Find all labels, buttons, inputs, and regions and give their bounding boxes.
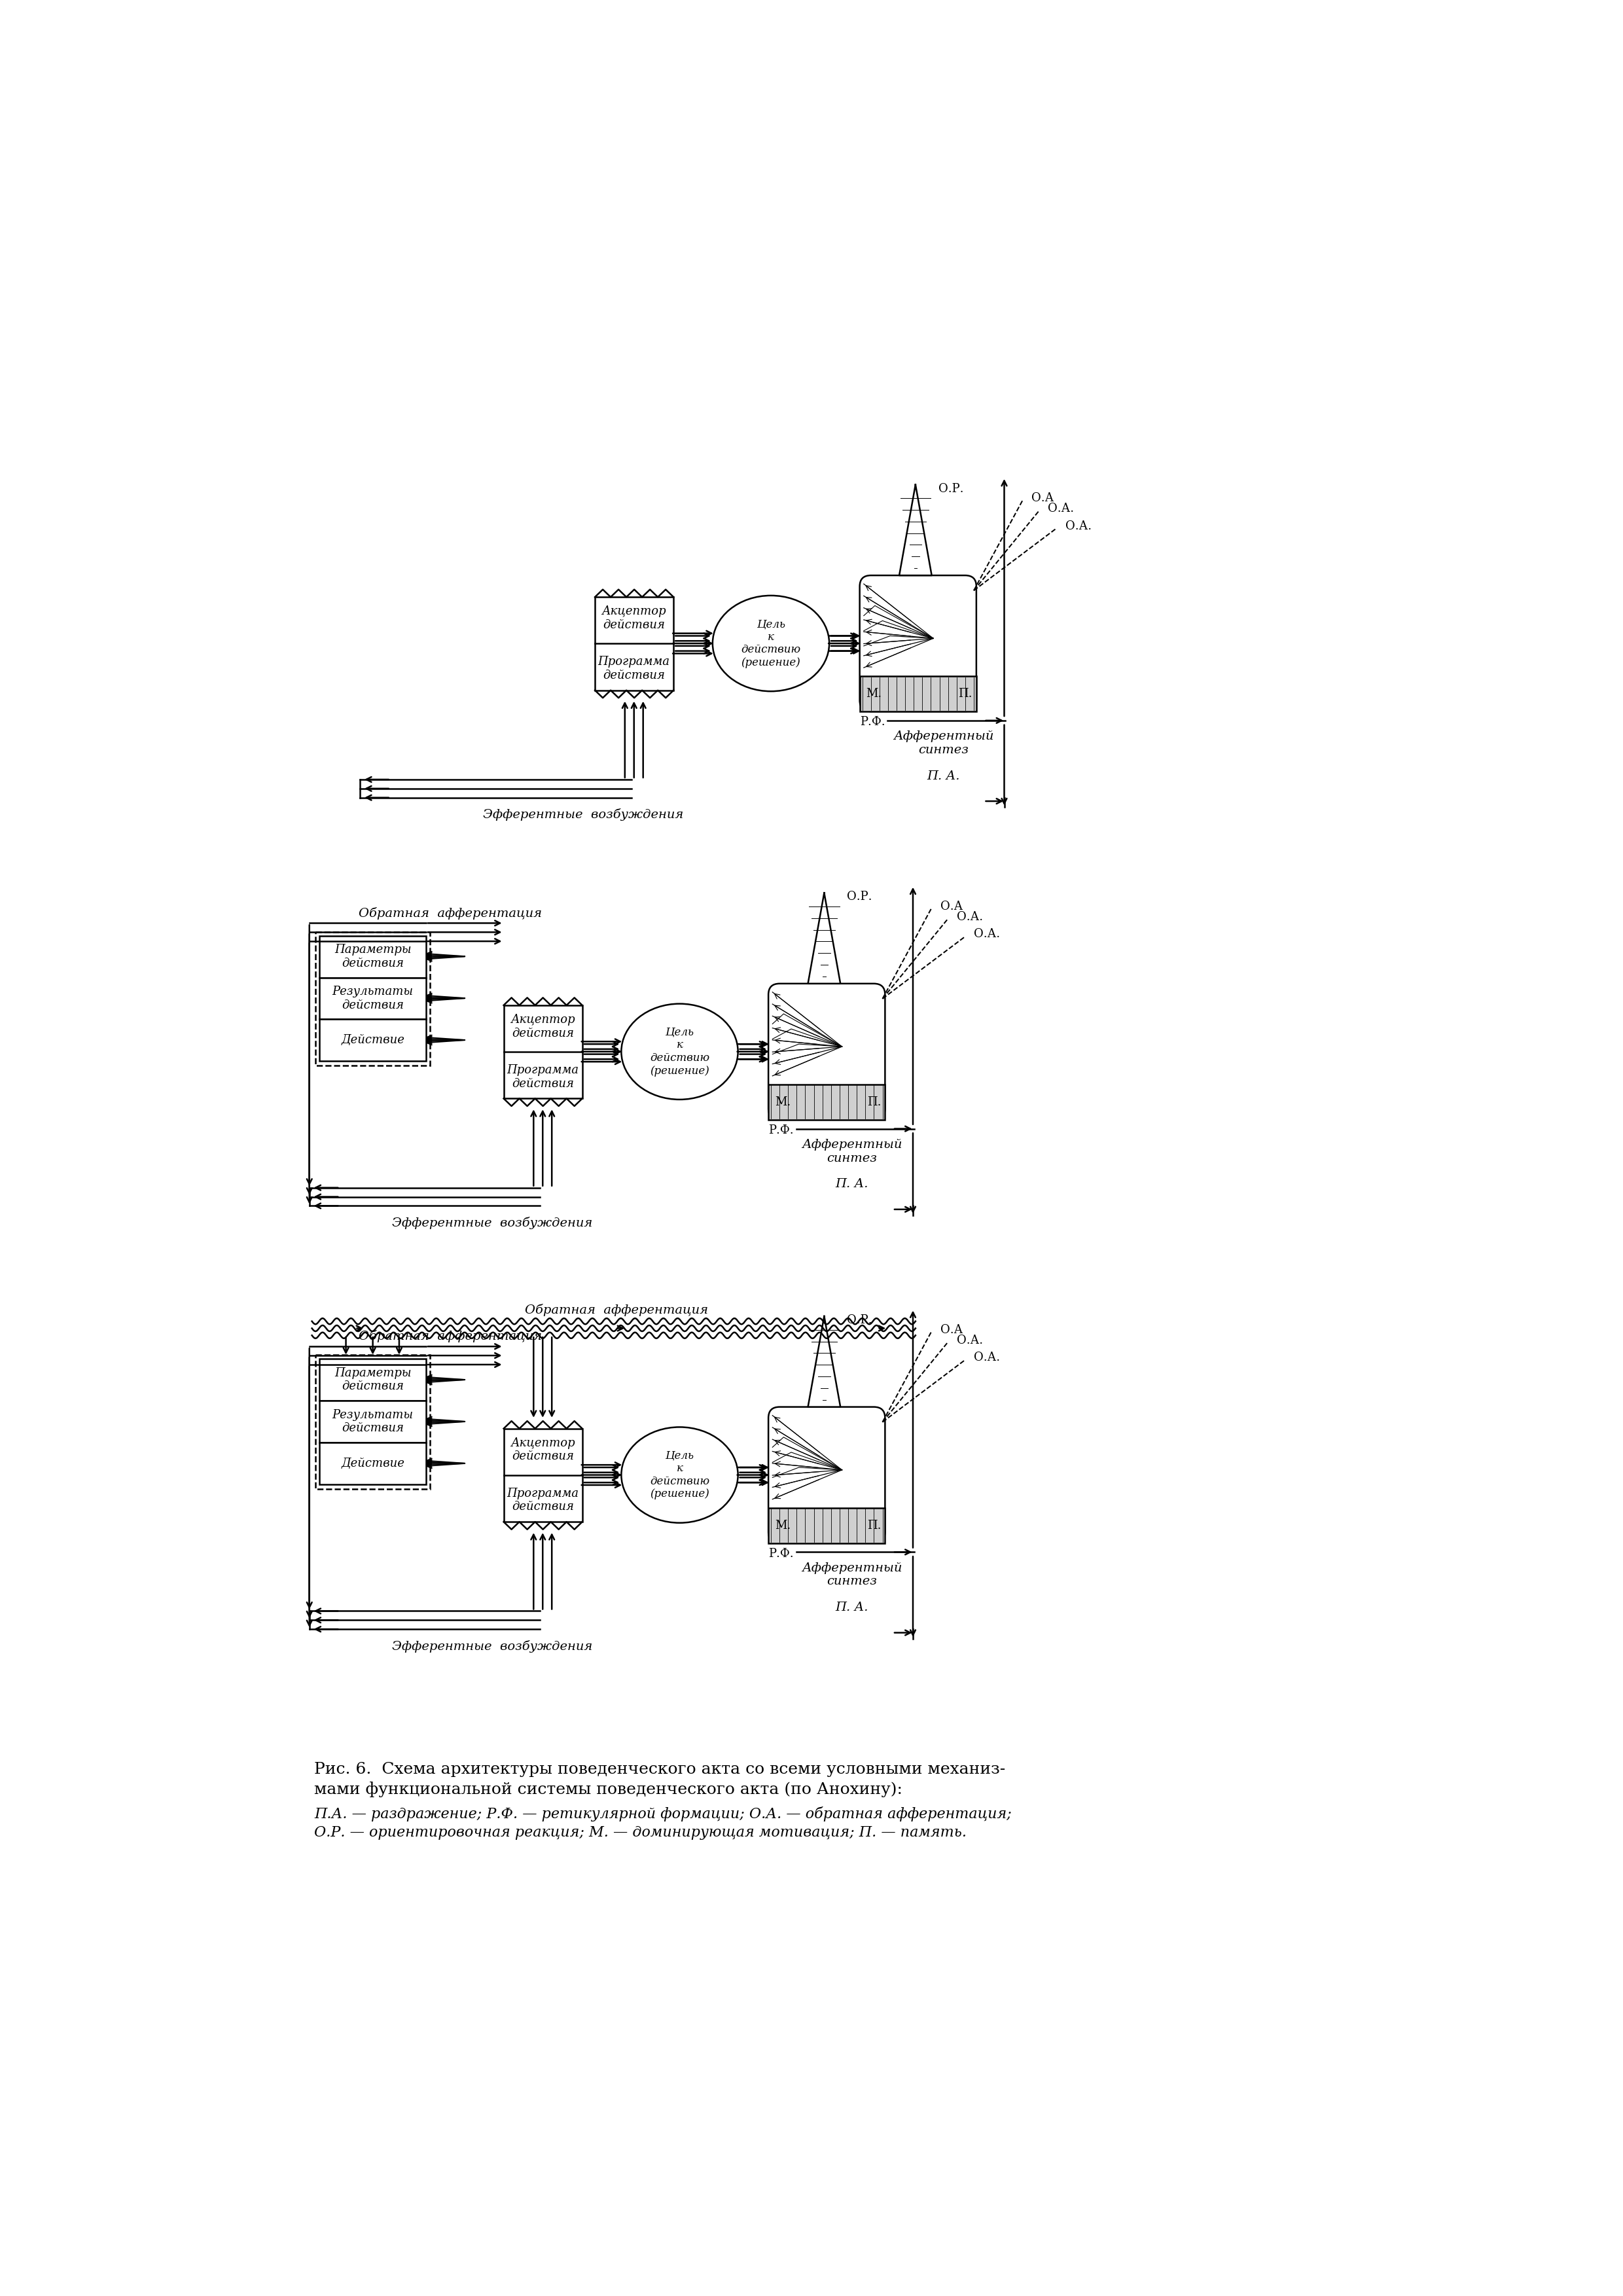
- Text: П.: П.: [867, 1095, 881, 1109]
- Text: П. А.: П. А.: [836, 1178, 868, 1189]
- Text: О.А.: О.А.: [956, 1334, 984, 1345]
- Text: Эфферентные  возбуждения: Эфферентные возбуждения: [391, 1217, 592, 1228]
- Text: П. А.: П. А.: [836, 1603, 868, 1614]
- FancyBboxPatch shape: [860, 576, 977, 712]
- Text: О.А.: О.А.: [1048, 503, 1074, 514]
- Text: Эфферентные  возбуждения: Эфферентные возбуждения: [391, 1639, 592, 1653]
- Bar: [320, 1442, 425, 1486]
- Text: Действие: Действие: [341, 1033, 404, 1047]
- Polygon shape: [808, 893, 841, 983]
- Text: О.Р. — ориентировочная реакция; М. — доминирующая мотивация; П. — память.: О.Р. — ориентировочная реакция; М. — дом…: [315, 1825, 967, 1839]
- Bar: [768, 1508, 885, 1543]
- Ellipse shape: [622, 1428, 738, 1522]
- Ellipse shape: [712, 595, 829, 691]
- Text: О.А.: О.А.: [1065, 519, 1092, 533]
- Text: Афферентный
синтез: Афферентный синтез: [893, 730, 993, 755]
- Text: Рис. 6.  Схема архитектуры поведенческого акта со всеми условными механиз-: Рис. 6. Схема архитектуры поведенческого…: [315, 1763, 1006, 1777]
- Polygon shape: [899, 484, 932, 576]
- Text: Р.Ф.: Р.Ф.: [768, 1548, 794, 1559]
- Text: Афферентный
синтез: Афферентный синтез: [802, 1139, 902, 1164]
- Text: П.А. — раздражение; Р.Ф. — ретикулярной формации; О.А. — обратная афферентация;: П.А. — раздражение; Р.Ф. — ретикулярной …: [315, 1807, 1011, 1821]
- Text: Результаты
действия: Результаты действия: [333, 1410, 414, 1435]
- Text: О.А: О.А: [940, 900, 962, 912]
- Ellipse shape: [622, 1003, 738, 1100]
- Text: Обратная  афферентация: Обратная афферентация: [524, 1304, 708, 1316]
- Text: Афферентный
синтез: Афферентный синтез: [802, 1561, 902, 1587]
- Bar: [768, 1084, 885, 1120]
- Text: Обратная  афферентация: Обратная афферентация: [359, 1329, 542, 1343]
- Text: Р.Ф.: Р.Ф.: [860, 716, 885, 728]
- Text: Результаты
действия: Результаты действия: [333, 985, 414, 1010]
- Text: Действие: Действие: [341, 1458, 404, 1469]
- FancyBboxPatch shape: [768, 983, 885, 1120]
- Bar: [320, 1019, 425, 1061]
- Text: Эфферентные  возбуждения: Эфферентные возбуждения: [484, 808, 683, 822]
- Text: М.: М.: [774, 1095, 790, 1109]
- Text: Акцептор
действия: Акцептор действия: [602, 606, 667, 631]
- Text: Программа
действия: Программа действия: [506, 1488, 579, 1513]
- Text: О.А: О.А: [1032, 491, 1053, 505]
- Text: Цель
к
действию
(решение): Цель к действию (решение): [649, 1026, 709, 1077]
- Text: О.Р.: О.Р.: [847, 891, 872, 902]
- Text: Акцептор
действия: Акцептор действия: [510, 1015, 575, 1040]
- Text: Программа
действия: Программа действия: [506, 1063, 579, 1091]
- Bar: [315, 1355, 430, 1490]
- Text: О.А: О.А: [940, 1325, 962, 1336]
- Text: М.: М.: [867, 689, 881, 700]
- Bar: [315, 932, 430, 1065]
- Text: Параметры
действия: Параметры действия: [334, 944, 411, 969]
- Text: М.: М.: [774, 1520, 790, 1531]
- Bar: [596, 597, 674, 691]
- Text: Акцептор
действия: Акцептор действия: [510, 1437, 575, 1463]
- Text: Цель
к
действию
(решение): Цель к действию (решение): [742, 618, 800, 668]
- Bar: [320, 1359, 425, 1401]
- Text: О.Р.: О.Р.: [847, 1313, 872, 1327]
- Text: О.Р.: О.Р.: [938, 482, 964, 494]
- Text: Программа
действия: Программа действия: [597, 657, 670, 682]
- Text: П.: П.: [958, 689, 972, 700]
- Text: О.А.: О.А.: [974, 1352, 1000, 1364]
- Text: мами функциональной системы поведенческого акта (по Анохину):: мами функциональной системы поведенческо…: [315, 1782, 902, 1798]
- Bar: [503, 1428, 583, 1522]
- Bar: [320, 937, 425, 978]
- Bar: [320, 1401, 425, 1442]
- Bar: [503, 1006, 583, 1097]
- Text: П. А.: П. А.: [927, 769, 959, 783]
- Text: О.А.: О.А.: [974, 928, 1000, 939]
- Text: П.: П.: [867, 1520, 881, 1531]
- Text: О.А.: О.А.: [956, 912, 984, 923]
- Text: Параметры
действия: Параметры действия: [334, 1366, 411, 1391]
- Bar: [320, 978, 425, 1019]
- Text: Цель
к
действию
(решение): Цель к действию (решение): [649, 1451, 709, 1499]
- Bar: [860, 677, 977, 712]
- FancyBboxPatch shape: [768, 1407, 885, 1543]
- Text: Р.Ф.: Р.Ф.: [768, 1125, 794, 1137]
- Text: Обратная  афферентация: Обратная афферентация: [359, 907, 542, 918]
- Polygon shape: [808, 1316, 841, 1407]
